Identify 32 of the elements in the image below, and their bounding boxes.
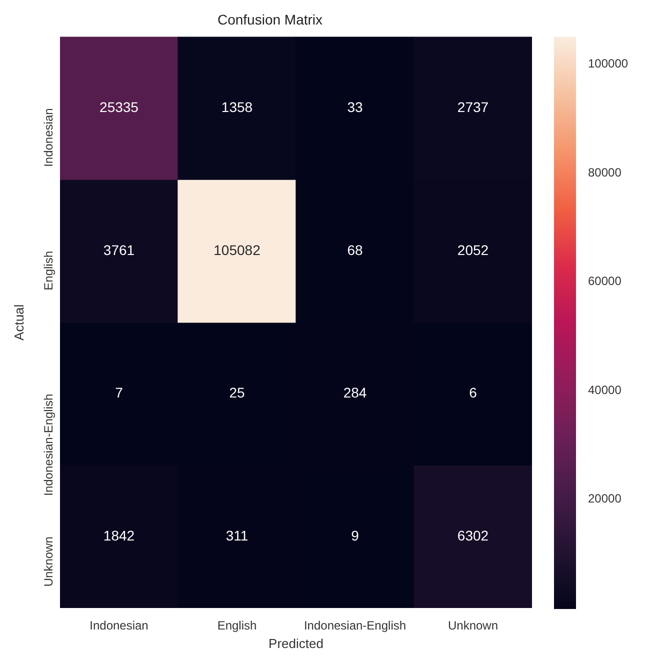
data-label: 33: [347, 99, 363, 116]
y-tick-label: English: [41, 251, 56, 290]
data-label: 1842: [103, 527, 135, 544]
color-bar-label: 20000: [588, 492, 622, 506]
color-bar-label: 100000: [588, 56, 628, 71]
x-tick-label: English: [217, 618, 257, 633]
color-bar-label: 40000: [588, 382, 622, 397]
y-tick-label: Indonesian-English: [41, 394, 56, 496]
y-tick-label: Unknown: [41, 536, 56, 587]
data-label: 2737: [457, 99, 489, 116]
data-label: 6302: [457, 527, 489, 544]
chart-title: Confusion Matrix: [217, 11, 323, 28]
data-label: 25: [229, 384, 245, 401]
data-label: 7: [115, 384, 124, 401]
x-tick-label: Indonesian: [90, 618, 148, 633]
data-label: 284: [343, 384, 367, 401]
data-label: 311: [226, 527, 248, 544]
data-label: 6: [469, 384, 478, 401]
data-label: 9: [351, 527, 360, 544]
y-tick-label: Indonesian: [41, 108, 56, 167]
color-bar-label: 80000: [588, 165, 622, 180]
color-bar-label: 60000: [588, 274, 622, 288]
x-tick-label: Unknown: [448, 618, 498, 633]
y-axis-title: Actual: [11, 304, 26, 340]
x-axis-title: Predicted: [268, 636, 324, 651]
data-label: 2052: [457, 242, 489, 258]
data-label: 68: [347, 242, 363, 258]
x-tick-label: Indonesian-English: [304, 618, 406, 633]
data-label: 105082: [214, 242, 261, 258]
data-label: 25335: [100, 99, 139, 116]
data-label: 3761: [103, 242, 135, 258]
data-label: 1358: [221, 99, 253, 116]
